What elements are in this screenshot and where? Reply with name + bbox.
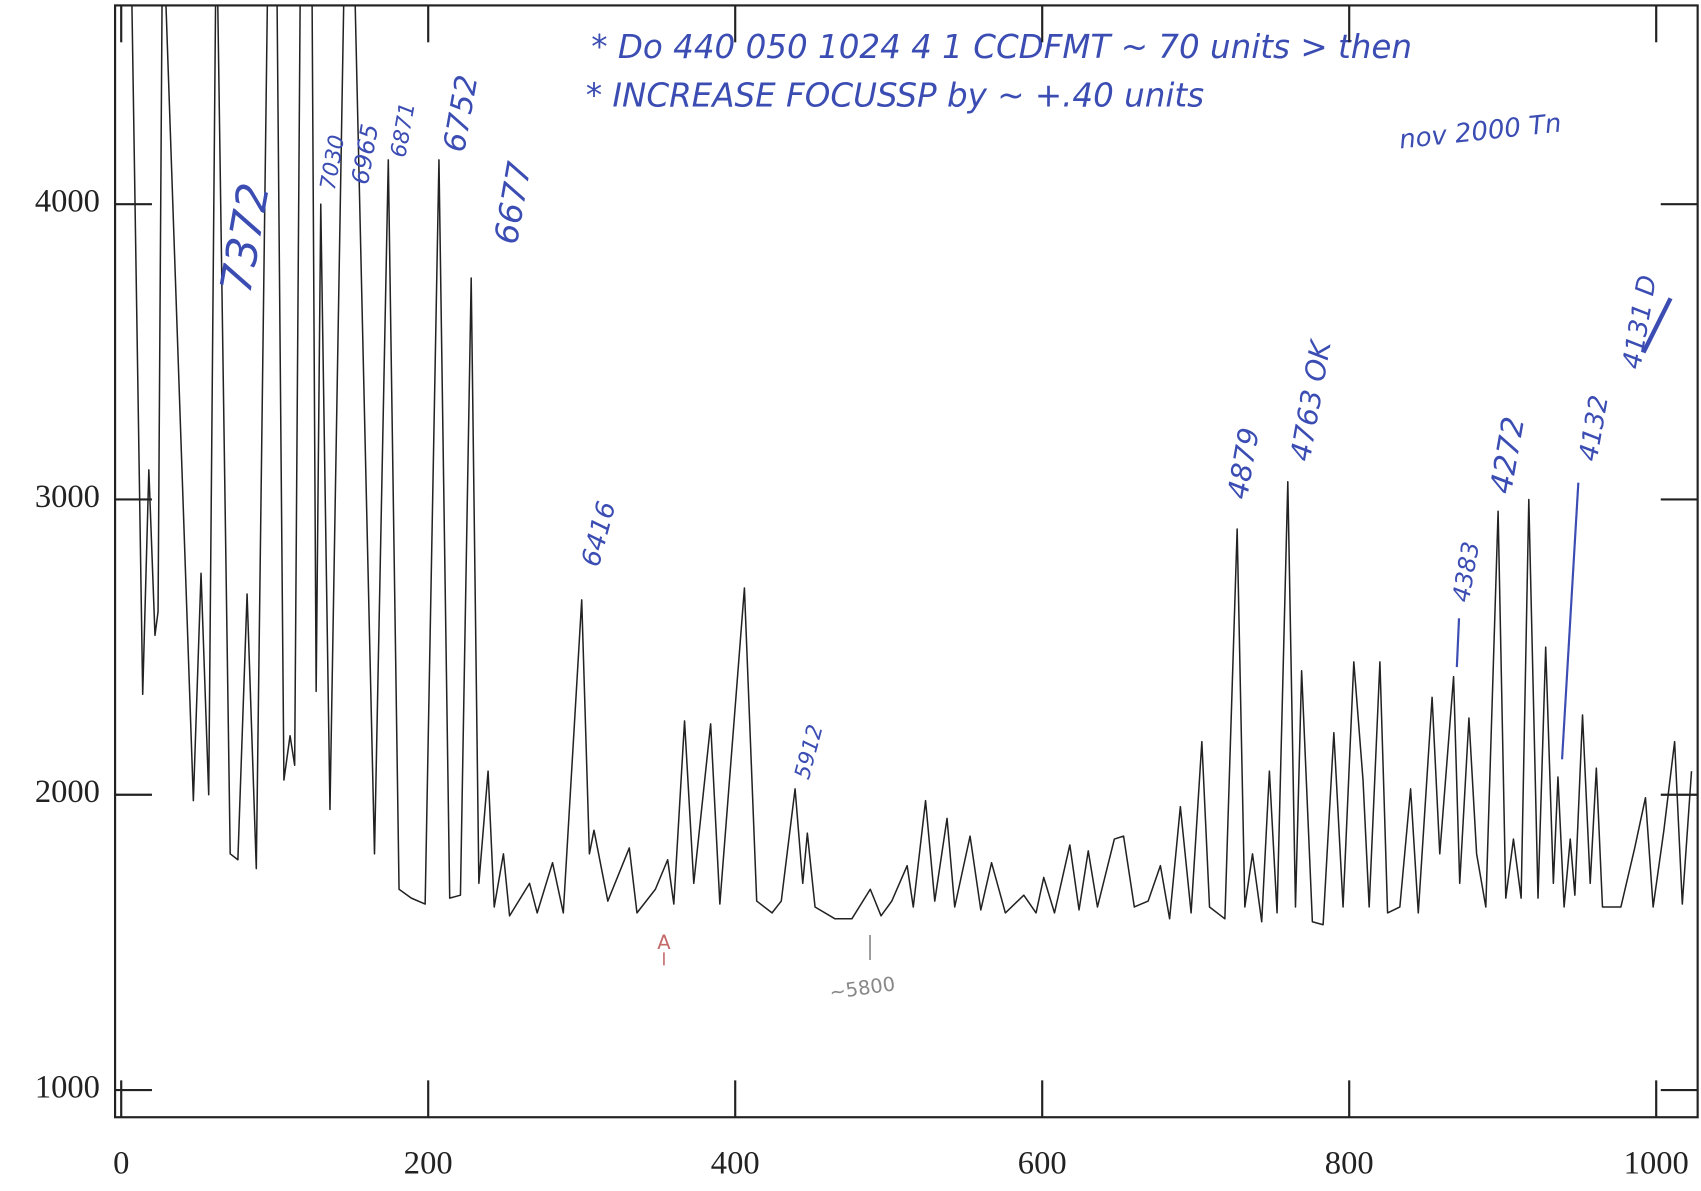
annotation: 6752 [437,73,485,155]
x-tick-label: 600 [1018,1146,1067,1182]
y-tick-label: 2000 [35,774,100,810]
annotation-line [1560,482,1580,760]
y-tick-label: 4000 [35,184,100,220]
annotation: 4763 OK [1284,336,1338,464]
annotation-line [1455,618,1461,668]
annotation: A [657,931,671,954]
annotation: 7030 [316,133,350,192]
annotation: 6677 [487,159,539,247]
y-tick-label: 3000 [35,479,100,515]
annotation: 5912 [790,722,828,782]
annotation: 4879 [1221,425,1266,501]
annotation: 4383 [1447,540,1485,605]
x-tick-label: 800 [1325,1146,1374,1182]
y-tick-label: 1000 [35,1070,100,1106]
annotation: * Do 440 050 1024 4 1 CCDFMT ~ 70 units … [591,28,1412,66]
annotation: 4132 [1574,393,1615,463]
x-tick-label: 400 [711,1146,760,1182]
annotation: 6871 [386,101,420,160]
plot-frame [113,4,1699,1119]
x-tick-label: 1000 [1624,1146,1689,1182]
annotation: nov 2000 Tn [1398,109,1563,156]
spectrum-line [131,5,1693,926]
annotation: 6965 [346,122,384,187]
plot-area [131,5,1693,926]
x-tick-label: 0 [113,1146,129,1182]
annotation: 4272 [1484,414,1532,496]
annotation-line [1641,297,1673,354]
annotation: * INCREASE FOCUSSP by ~ +.40 units [586,77,1204,115]
annotation: ~5800 [828,972,897,1004]
x-tick-label: 200 [404,1146,453,1182]
annotation: 6416 [576,498,622,570]
annotation: 7372 [212,179,280,296]
